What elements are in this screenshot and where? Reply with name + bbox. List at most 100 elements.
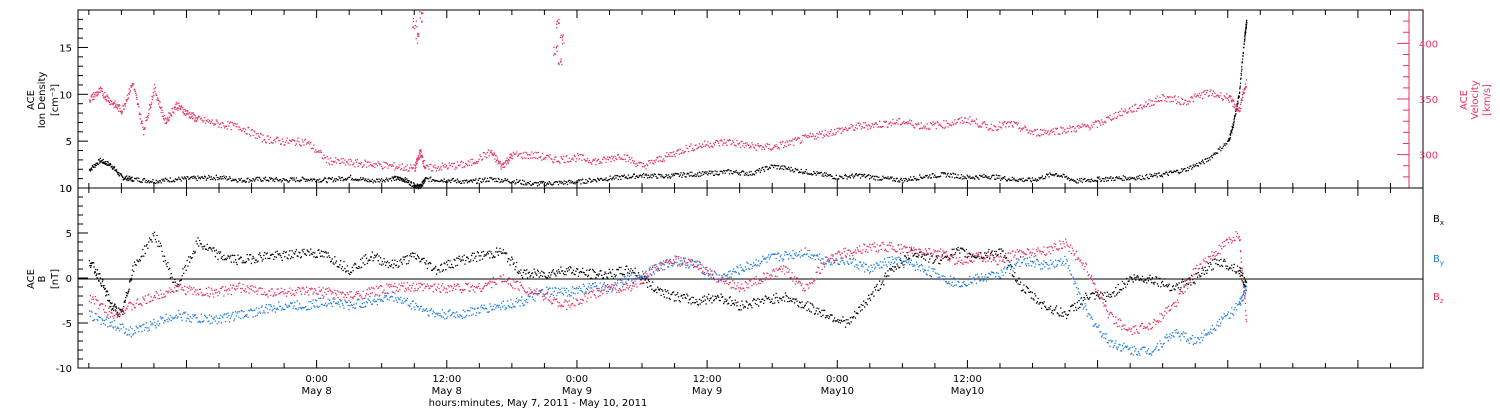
bx-point (611, 276, 612, 277)
bx-point (1118, 284, 1119, 285)
density-point (174, 181, 175, 182)
bx-point (726, 301, 727, 302)
density-point (1032, 177, 1033, 178)
density-axis-label: ACE Ion Density [cm⁻³] (26, 72, 61, 129)
velocity-point (615, 156, 616, 157)
velocity-burst-point (417, 43, 418, 44)
density-point (1241, 66, 1242, 67)
bx-point (171, 277, 172, 278)
density-point (569, 180, 570, 181)
density-point (715, 170, 716, 171)
bx-point (1175, 285, 1176, 286)
density-point (371, 181, 372, 182)
density-point (773, 167, 774, 168)
velocity-point (443, 165, 444, 166)
velocity-point (821, 133, 822, 134)
velocity-point (907, 123, 908, 124)
density-point (360, 177, 361, 178)
velocity-point (149, 109, 150, 110)
velocity-point (99, 88, 100, 89)
bx-point (805, 305, 806, 306)
bx-point (892, 269, 893, 270)
velocity-point (633, 163, 634, 164)
velocity-point (125, 103, 126, 104)
bx-point (96, 273, 97, 274)
velocity-point (625, 159, 626, 160)
bx-point (328, 252, 329, 253)
velocity-point (856, 125, 857, 126)
velocity-point (183, 109, 184, 110)
density-point (1239, 96, 1240, 97)
density-point (296, 177, 297, 178)
velocity-point (1229, 101, 1230, 102)
velocity-point (378, 163, 379, 164)
bx-point (201, 243, 202, 244)
velocity-point (1152, 101, 1153, 102)
velocity-point (299, 144, 300, 145)
bx-point (687, 295, 688, 296)
density-point (100, 158, 101, 159)
bx-point (305, 254, 306, 255)
velocity-point (642, 166, 643, 167)
bx-point (569, 266, 570, 267)
bx-point (161, 251, 162, 252)
velocity-point (704, 141, 705, 142)
velocity-burst-point (561, 35, 562, 36)
velocity-point (1142, 108, 1143, 109)
velocity-point (1240, 102, 1241, 103)
velocity-point (347, 162, 348, 163)
velocity-point (917, 124, 918, 125)
velocity-point (854, 130, 855, 131)
bx-point (116, 308, 117, 309)
velocity-point (391, 166, 392, 167)
bx-point (828, 318, 829, 319)
density-point (1217, 153, 1218, 154)
bx-point (665, 289, 666, 290)
velocity-point (951, 125, 952, 126)
velocity-point (340, 163, 341, 164)
density-point (574, 183, 575, 184)
density-point (132, 180, 133, 181)
bx-point (607, 277, 608, 278)
density-point (1008, 178, 1009, 179)
bx-point (595, 272, 596, 273)
velocity-point (746, 142, 747, 143)
bx-point (1102, 293, 1103, 294)
bx-point (731, 300, 732, 301)
velocity-point (719, 145, 720, 146)
velocity-point (470, 159, 471, 160)
by-point (136, 326, 137, 327)
bx-point (307, 250, 308, 251)
density-point (1242, 61, 1243, 62)
density-point (1111, 180, 1112, 181)
velocity-point (620, 159, 621, 160)
velocity-point (262, 141, 263, 142)
density-point (582, 179, 583, 180)
velocity-point (690, 143, 691, 144)
velocity-point (109, 102, 110, 103)
bx-point (510, 260, 511, 261)
density-point (1230, 137, 1231, 138)
velocity-point (537, 158, 538, 159)
velocity-point (799, 138, 800, 139)
bx-point (597, 274, 598, 275)
bx-point (706, 296, 707, 297)
by-point (111, 321, 112, 322)
bx-point (709, 300, 710, 301)
velocity-point (438, 166, 439, 167)
bx-point (629, 273, 630, 274)
density-point (168, 180, 169, 181)
density-point (995, 179, 996, 180)
bx-point (844, 320, 845, 321)
density-point (202, 176, 203, 177)
bx-point (877, 284, 878, 285)
velocity-point (859, 125, 860, 126)
velocity-point (254, 131, 255, 132)
density-point (931, 177, 932, 178)
bx-point (1241, 272, 1242, 273)
bx-point (99, 273, 100, 274)
density-point (1081, 178, 1082, 179)
density-point (180, 179, 181, 180)
velocity-burst-point (556, 51, 557, 52)
density-point (1004, 176, 1005, 177)
